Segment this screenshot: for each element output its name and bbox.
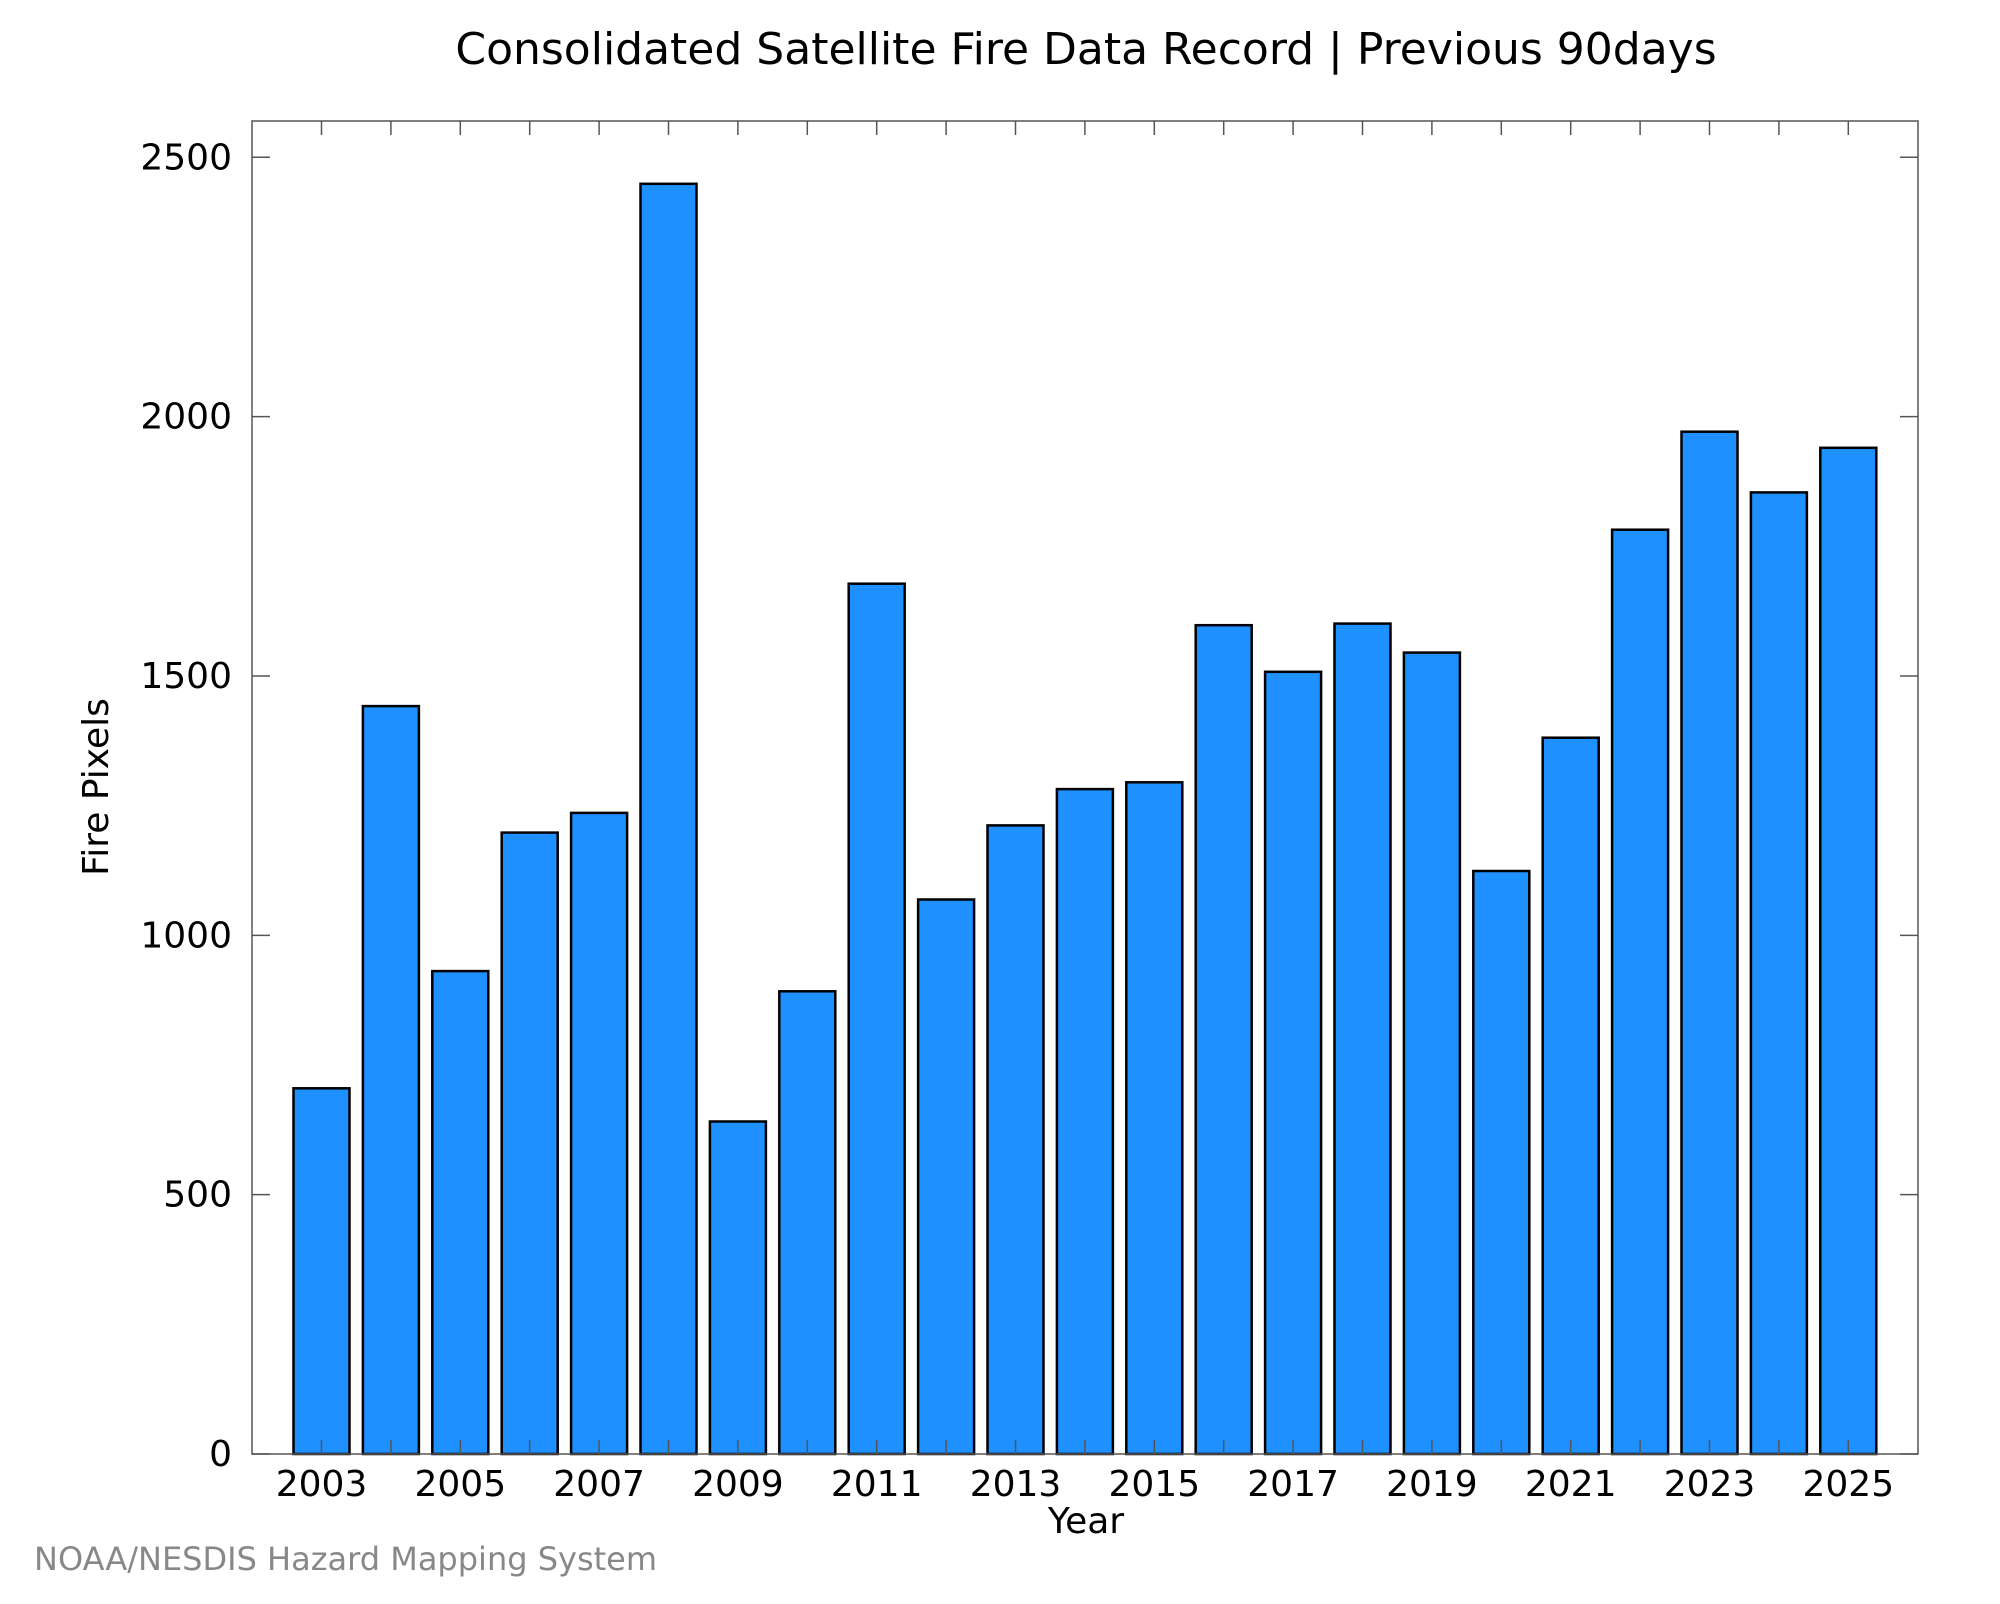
y-tick-label: 2000 xyxy=(140,397,232,438)
bar-2021 xyxy=(1541,736,1600,1456)
x-tick-label: 2015 xyxy=(1108,1464,1200,1505)
x-tick-label: 2017 xyxy=(1247,1464,1339,1505)
bar-2012 xyxy=(916,898,976,1456)
bar-2005 xyxy=(431,969,490,1456)
y-tick-label: 1500 xyxy=(140,656,232,697)
chart-title: Consolidated Satellite Fire Data Record … xyxy=(455,24,1716,75)
plot-frame xyxy=(251,120,1919,1455)
x-tick-label: 2025 xyxy=(1802,1464,1894,1505)
y-tick-label: 2500 xyxy=(140,137,232,178)
bar-2015 xyxy=(1125,781,1184,1456)
bar-2003 xyxy=(292,1087,351,1456)
bar-2007 xyxy=(569,811,629,1456)
bar-2018 xyxy=(1333,622,1392,1456)
bar-2011 xyxy=(847,582,906,1456)
x-tick-label: 2007 xyxy=(553,1464,645,1505)
bar-2010 xyxy=(778,990,837,1456)
x-tick-label: 2009 xyxy=(692,1464,784,1505)
bar-2020 xyxy=(1472,869,1531,1456)
x-tick-label: 2003 xyxy=(276,1464,368,1505)
bar-2022 xyxy=(1610,528,1670,1456)
bar-2025 xyxy=(1819,446,1878,1456)
bars-layer xyxy=(292,182,1878,1456)
bar-2023 xyxy=(1680,430,1739,1456)
x-tick-label: 2023 xyxy=(1664,1464,1756,1505)
y-axis-label: Fire Pixels xyxy=(76,698,117,876)
bar-2019 xyxy=(1402,651,1462,1456)
bar-2016 xyxy=(1194,623,1253,1456)
bar-2008 xyxy=(639,182,698,1456)
credit-text: NOAA/NESDIS Hazard Mapping System xyxy=(34,1540,658,1578)
x-tick-label: 2013 xyxy=(970,1464,1062,1505)
y-tick-label: 0 xyxy=(209,1434,232,1475)
bar-2004 xyxy=(361,704,421,1456)
x-tick-label: 2005 xyxy=(414,1464,506,1505)
bar-2014 xyxy=(1055,787,1115,1456)
bar-2017 xyxy=(1263,670,1323,1456)
bar-2024 xyxy=(1749,491,1809,1456)
x-tick-label: 2021 xyxy=(1525,1464,1617,1505)
x-axis-label: Year xyxy=(1047,1501,1124,1542)
bar-2013 xyxy=(986,824,1045,1456)
y-tick-label: 1000 xyxy=(140,915,232,956)
labels-layer: 2003 2005 2007 2009 2011 2013 2015 2017 2019 2021… xyxy=(140,137,1894,1505)
bar-2006 xyxy=(500,831,559,1456)
bar-2009 xyxy=(708,1120,768,1456)
x-tick-label: 2011 xyxy=(831,1464,923,1505)
y-tick-label: 500 xyxy=(163,1175,232,1216)
x-tick-label: 2019 xyxy=(1386,1464,1478,1505)
